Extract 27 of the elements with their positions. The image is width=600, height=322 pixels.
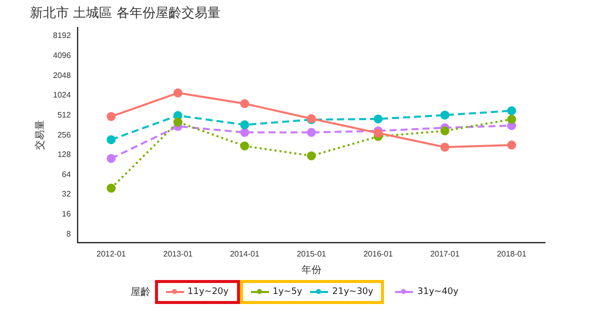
y-tick-label: 2048 (53, 70, 72, 80)
y-tick-label: 512 (57, 110, 72, 120)
x-axis-title: 年份 (301, 264, 322, 276)
legend-label: 11y~20y (188, 287, 229, 297)
y-tick-label: 1024 (53, 90, 72, 100)
y-tick-label: 4096 (53, 51, 72, 60)
y-tick-label: 256 (57, 130, 72, 140)
x-tick-label: 2015-01 (296, 249, 327, 258)
x-tick-label: 2014-01 (230, 249, 260, 258)
legend-label: 31y~40y (417, 287, 458, 297)
y-tick-label: 8 (66, 229, 72, 238)
y-axis-title: 交易量 (34, 120, 46, 150)
x-tick-label: 2013-01 (163, 249, 194, 258)
x-tick-label: 2016-01 (363, 249, 394, 258)
highlight-frame: 11y~20y (154, 280, 240, 304)
x-tick-label: 2018-01 (496, 249, 527, 258)
chart-title: 新北市 土城區 各年份屋齡交易量 (30, 5, 220, 22)
y-tick-label: 128 (57, 150, 72, 160)
y-tick-label: 8192 (53, 31, 72, 40)
y-tick-label: 16 (62, 210, 72, 219)
y-tick-label: 32 (62, 190, 72, 199)
legend-label: 1y~5y (272, 287, 302, 297)
x-tick-label: 2017-01 (430, 249, 460, 258)
y-tick-label: 64 (62, 170, 72, 179)
x-tick-label: 2012-01 (96, 249, 126, 258)
legend-label: 21y~30y (332, 287, 374, 297)
legend-title: 屋齡 (130, 286, 150, 299)
